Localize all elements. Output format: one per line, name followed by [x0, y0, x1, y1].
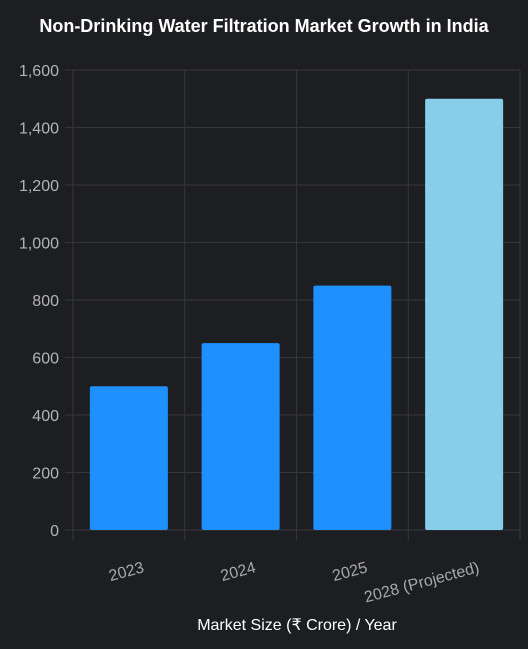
x-axis-title: Market Size (₹ Crore) / Year [197, 617, 397, 634]
bar-2028-projected[interactable] [425, 98, 504, 530]
y-tick-label: 200 [32, 466, 59, 483]
y-tick-label: 0 [50, 523, 59, 540]
y-tick-label: 1,400 [19, 121, 59, 138]
y-tick-label: 1,000 [19, 236, 59, 253]
x-tick-label: 2024 [219, 559, 258, 585]
y-axis-ticks: 0 200 400 600 800 1,000 1,200 1,400 1,600 [19, 63, 59, 540]
y-tick-label: 400 [32, 408, 59, 425]
y-tick-label: 800 [32, 293, 59, 310]
x-tick-label: 2025 [331, 559, 370, 585]
y-tick-label: 600 [32, 351, 59, 368]
x-tick-label: 2023 [107, 559, 146, 585]
bar-2023[interactable] [89, 386, 168, 530]
y-tick-label: 1,600 [19, 63, 59, 80]
x-tick-label: 2028 (Projected) [362, 559, 481, 606]
bar-2025[interactable] [313, 285, 392, 530]
y-tick-label: 1,200 [19, 178, 59, 195]
bars [89, 98, 504, 530]
bar-2024[interactable] [201, 343, 280, 530]
chart-title: Non-Drinking Water Filtration Market Gro… [39, 16, 489, 36]
